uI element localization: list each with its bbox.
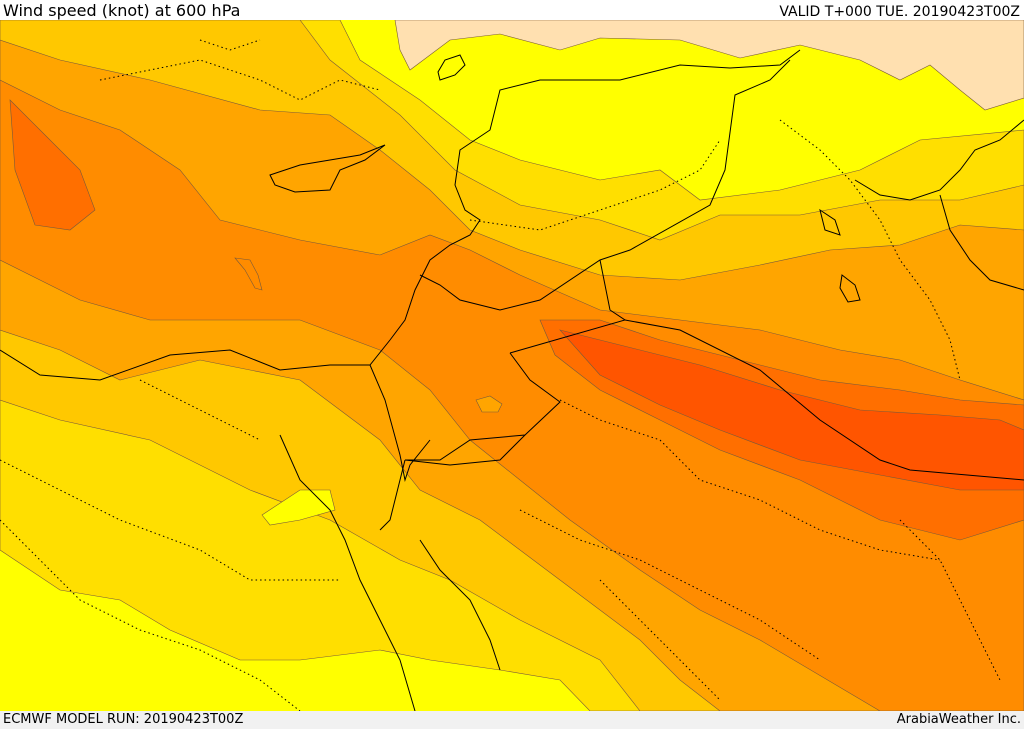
wind-band-bubble-3 bbox=[261, 489, 336, 526]
wind-band-5 bbox=[0, 79, 1024, 711]
country-borders bbox=[0, 49, 1024, 711]
valid-time-label: VALID T+000 TUE. 20190423T00Z bbox=[779, 4, 1020, 20]
wind-band-bubble-2 bbox=[475, 395, 503, 413]
wind-band-6 bbox=[9, 99, 96, 231]
map-title: Wind speed (knot) at 600 hPa bbox=[3, 1, 241, 20]
wind-band-light-north bbox=[394, 20, 1024, 111]
admin-boundaries bbox=[0, 39, 1001, 711]
wind-speed-map-svg bbox=[0, 20, 1024, 711]
map-header: Wind speed (knot) at 600 hPa VALID T+000… bbox=[0, 0, 1024, 20]
model-run-label: ECMWF MODEL RUN: 20190423T00Z bbox=[3, 712, 244, 727]
map-footer: ECMWF MODEL RUN: 20190423T00Z ArabiaWeat… bbox=[0, 711, 1024, 729]
wind-band-bubble bbox=[234, 257, 263, 291]
weather-map bbox=[0, 20, 1024, 711]
wind-band-7 bbox=[559, 329, 1024, 491]
credit-label: ArabiaWeather Inc. bbox=[896, 712, 1021, 727]
